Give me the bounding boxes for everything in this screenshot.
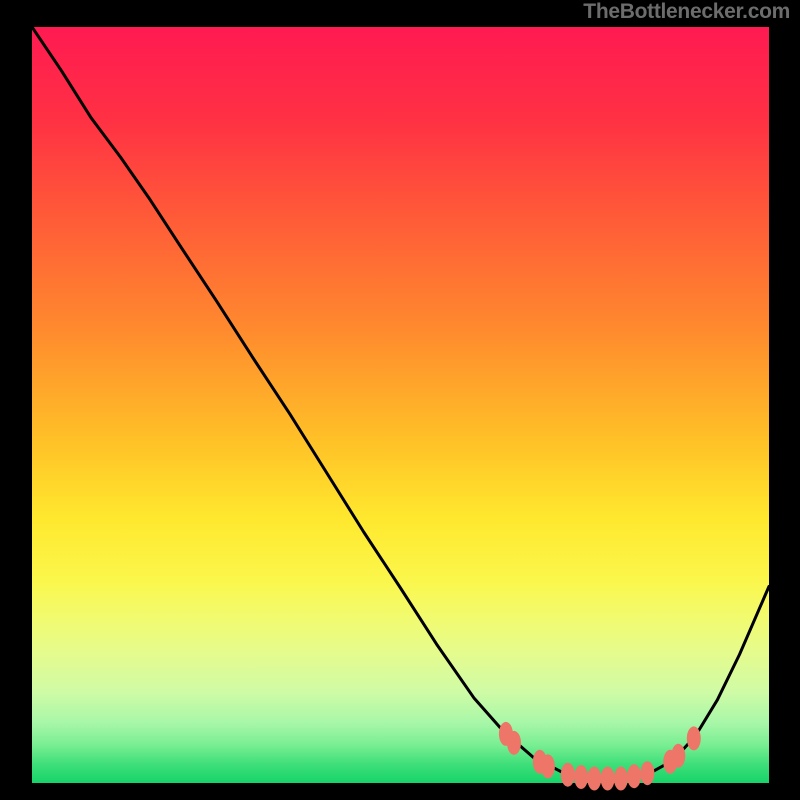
plot-background: [32, 27, 769, 783]
data-dot: [561, 763, 575, 787]
data-dot: [507, 731, 521, 755]
data-dot: [601, 767, 615, 791]
data-dot: [574, 765, 588, 789]
data-dot: [587, 767, 601, 791]
data-dot: [541, 754, 555, 778]
data-dot: [614, 767, 628, 791]
chart-container: TheBottlenecker.com: [0, 0, 800, 800]
data-dot: [671, 744, 685, 768]
bottleneck-chart: [0, 0, 800, 800]
watermark-label: TheBottlenecker.com: [583, 0, 790, 24]
data-dot: [640, 761, 654, 785]
data-dot: [627, 764, 641, 788]
data-dot: [687, 726, 701, 750]
